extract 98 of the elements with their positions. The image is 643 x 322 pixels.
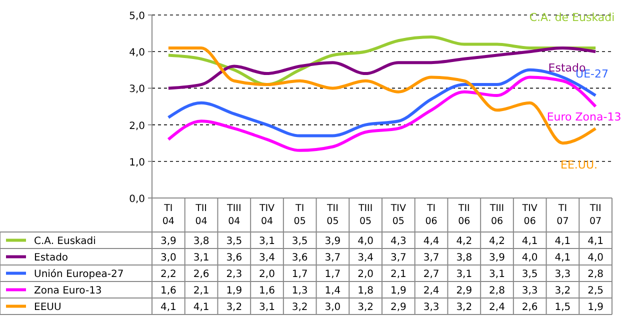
y-tick-label: 3,0	[129, 84, 145, 96]
data-label: 3,2	[292, 302, 308, 313]
data-label: 1,4	[324, 286, 341, 296]
data-label: 3,7	[423, 252, 440, 264]
data-label: 3,7	[390, 252, 406, 264]
data-label: 4,1	[160, 302, 176, 313]
data-label: 2,7	[423, 269, 440, 280]
data-label: 4,0	[358, 236, 374, 247]
x-tick-label: TIII 05	[357, 203, 373, 227]
x-tick-label: TI 04	[162, 203, 174, 227]
data-label: 3,8	[193, 236, 210, 247]
data-label: 3,1	[259, 302, 275, 313]
x-tick-label: TII 06	[457, 203, 470, 227]
data-label: 3,9	[160, 236, 176, 247]
x-tick-label: TIII 04	[226, 203, 242, 227]
data-label: 4,1	[554, 252, 571, 264]
data-label: 4,0	[522, 252, 538, 264]
data-label: 3,1	[193, 252, 210, 264]
data-label: 3,1	[456, 269, 472, 280]
legend-label: C.A. Euskadi	[34, 236, 96, 247]
x-tick-label: TI 06	[425, 203, 438, 227]
data-label: 3,2	[554, 286, 571, 296]
data-label: 4,1	[588, 236, 604, 247]
data-label: 2,2	[160, 269, 176, 280]
data-label: 3,5	[292, 236, 308, 247]
data-label: 4,4	[423, 236, 440, 247]
data-label: 3,8	[456, 252, 472, 264]
data-label: 4,0	[588, 252, 604, 264]
data-label: 3,3	[522, 286, 538, 296]
x-tick-label: TI 05	[294, 203, 306, 227]
data-label: 3,4	[358, 252, 374, 264]
y-tick-label: 2,0	[129, 120, 145, 132]
data-label: 2,4	[489, 302, 505, 313]
data-label: 3,6	[226, 252, 242, 264]
data-label: 4,1	[522, 236, 538, 247]
data-label: 1,3	[292, 286, 308, 296]
x-tick-label: TI 07	[556, 203, 569, 227]
data-label: 3,3	[423, 302, 440, 313]
data-label: 3,9	[489, 252, 505, 264]
annotation: C.A. de Euskadi	[529, 10, 615, 24]
data-label: 2,3	[226, 269, 242, 280]
x-tick-label: TIV 04	[258, 203, 276, 227]
data-label: 3,7	[324, 252, 341, 264]
data-label: 2,9	[390, 302, 406, 313]
data-label: 3,0	[160, 252, 176, 264]
data-label: 1,9	[588, 302, 604, 313]
data-label: 3,0	[324, 302, 341, 313]
data-label: 1,7	[292, 269, 308, 280]
data-label: 4,2	[456, 236, 472, 247]
x-tick-label: TIV 06	[521, 203, 538, 227]
data-label: 2,4	[423, 286, 440, 296]
legend-label: Unión Europea-27	[34, 269, 124, 280]
data-label: 1,6	[160, 286, 176, 296]
data-label: 2,6	[193, 269, 210, 280]
data-label: 3,3	[554, 269, 571, 280]
data-label: 2,5	[588, 286, 604, 296]
data-label: 3,4	[259, 252, 275, 264]
legend-label: Zona Euro-13	[34, 286, 102, 296]
data-label: 4,2	[489, 236, 505, 247]
legend-label: EEUU	[34, 302, 62, 313]
data-label: 3,2	[456, 302, 472, 313]
data-label: 1,7	[324, 269, 341, 280]
data-label: 1,9	[390, 286, 406, 296]
data-label: 4,1	[193, 302, 210, 313]
y-tick-label: 5,0	[129, 11, 145, 22]
data-label: 4,1	[554, 236, 571, 247]
y-tick-label: 1,0	[129, 157, 145, 168]
data-label: 3,2	[358, 302, 374, 313]
data-label: 4,3	[390, 236, 406, 247]
data-label: 1,5	[554, 302, 571, 313]
data-label: 2,0	[259, 269, 275, 280]
data-label: 2,1	[390, 269, 406, 280]
y-tick-label: 4,0	[129, 48, 145, 59]
data-label: 3,9	[324, 236, 341, 247]
legend-label: Estado	[34, 252, 68, 264]
y-tick-label: 0,0	[129, 194, 145, 205]
annotation: Euro Zona-13	[546, 110, 622, 124]
x-tick-label: TII 04	[194, 203, 208, 227]
data-label: 3,6	[292, 252, 308, 264]
data-label: 2,0	[358, 269, 374, 280]
data-label: 2,8	[588, 269, 604, 280]
data-label: 2,8	[489, 286, 505, 296]
data-label: 1,6	[259, 286, 275, 296]
annotation: EE.UU.	[560, 158, 598, 172]
data-label: 3,1	[259, 236, 275, 247]
x-tick-label: TII 07	[588, 203, 602, 227]
data-label: 2,1	[193, 286, 210, 296]
data-label: 1,8	[358, 286, 374, 296]
data-label: 1,9	[226, 286, 242, 296]
data-label: 3,2	[226, 302, 242, 313]
x-tick-label: TII 05	[326, 203, 339, 227]
data-label: 3,5	[522, 269, 538, 280]
data-label: 3,1	[489, 269, 505, 280]
x-tick-label: TIII 06	[488, 203, 504, 227]
data-label: 2,9	[456, 286, 472, 296]
x-tick-label: TIV 05	[390, 203, 406, 227]
data-label: 3,5	[226, 236, 242, 247]
data-label: 2,6	[522, 302, 538, 313]
